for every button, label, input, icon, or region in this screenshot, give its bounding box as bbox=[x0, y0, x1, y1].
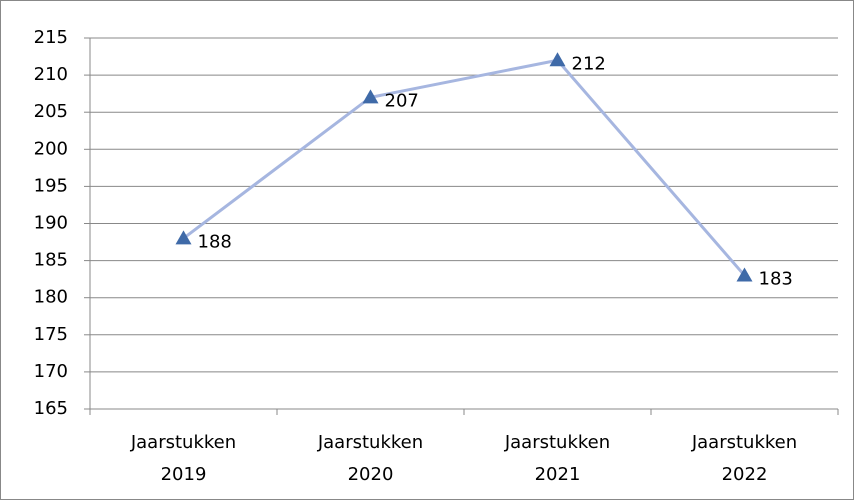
marker bbox=[175, 230, 192, 245]
data-label: 207 bbox=[385, 90, 419, 111]
marker bbox=[736, 267, 753, 282]
y-tick-label: 210 bbox=[34, 64, 68, 85]
x-tick-label: Jaarstukken 2020 bbox=[317, 432, 424, 485]
y-tick-label: 170 bbox=[34, 361, 68, 382]
x-tick-label: Jaarstukken 2022 bbox=[691, 432, 798, 485]
y-tick-label: 165 bbox=[34, 398, 68, 419]
line bbox=[182, 58, 746, 277]
marker bbox=[362, 89, 379, 104]
y-tick-label: 195 bbox=[34, 175, 68, 196]
x-tick-label: Jaarstukken 2021 bbox=[504, 432, 611, 485]
data-label: 183 bbox=[759, 268, 793, 289]
y-tick-label: 205 bbox=[34, 101, 68, 122]
y-tick-label: 215 bbox=[34, 27, 68, 48]
data-label: 212 bbox=[572, 53, 606, 74]
y-tick-label: 175 bbox=[34, 324, 68, 345]
data-label: 188 bbox=[198, 231, 232, 252]
y-tick-label: 185 bbox=[34, 250, 68, 271]
marker bbox=[549, 52, 566, 67]
y-tick-label: 180 bbox=[34, 287, 68, 308]
y-tick-label: 190 bbox=[34, 213, 68, 234]
x-tick-label: Jaarstukken 2019 bbox=[130, 432, 237, 485]
y-tick-label: 200 bbox=[34, 138, 68, 159]
